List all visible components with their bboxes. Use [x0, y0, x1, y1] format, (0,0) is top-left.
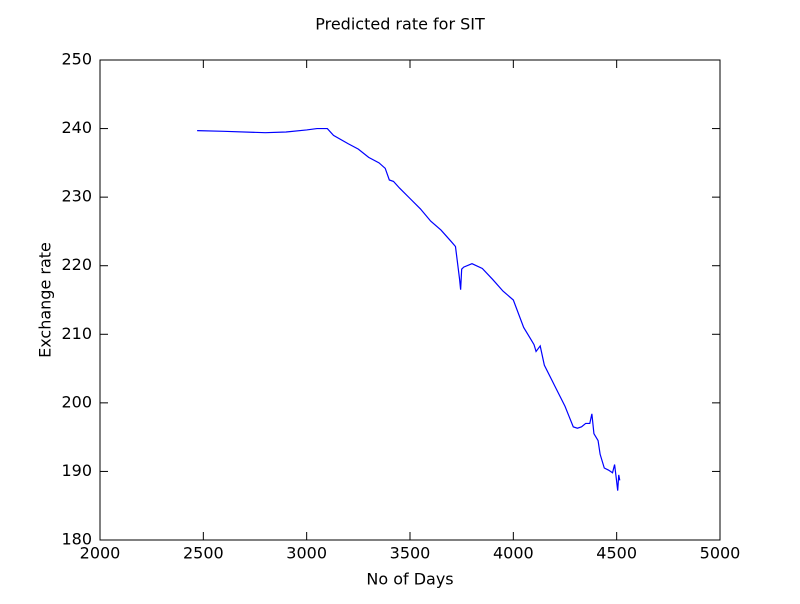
x-tick-label: 5000: [700, 544, 741, 563]
y-tick-label: 190: [61, 461, 92, 480]
x-tick-label: 3000: [286, 544, 327, 563]
y-tick-label: 230: [61, 187, 92, 206]
x-tick-label: 2500: [183, 544, 224, 563]
y-axis-label: Exchange rate: [36, 242, 55, 358]
y-tick-label: 240: [61, 118, 92, 137]
x-tick-label: 2000: [80, 544, 121, 563]
data-line: [197, 127, 621, 491]
y-tick-label: 220: [61, 255, 92, 274]
y-tick-label: 210: [61, 324, 92, 343]
plot-frame: [99, 59, 721, 541]
x-tick-label: 3500: [390, 544, 431, 563]
x-axis-label: No of Days: [366, 570, 453, 589]
y-tick-label: 200: [61, 392, 92, 411]
y-tick-label: 180: [61, 530, 92, 549]
y-tick-label: 250: [61, 50, 92, 69]
x-tick-label: 4000: [493, 544, 534, 563]
x-tick-label: 4500: [596, 544, 637, 563]
chart-title: Predicted rate for SIT: [315, 15, 485, 34]
